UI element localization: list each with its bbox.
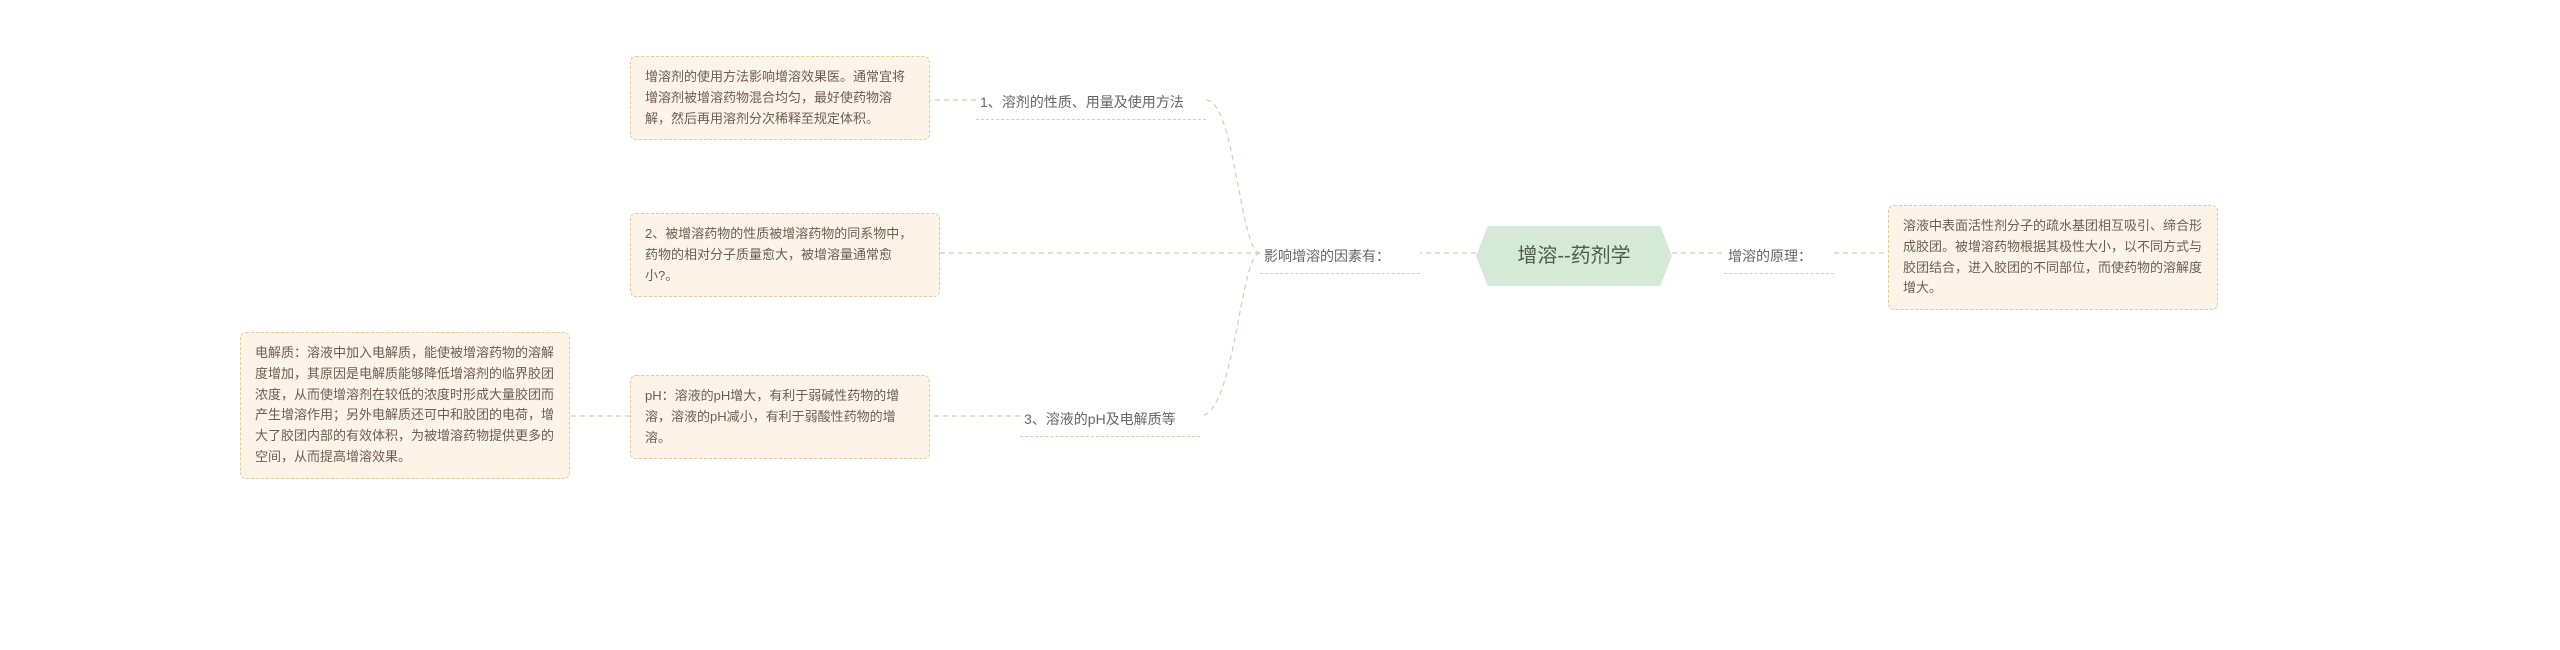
center-node: 增溶--药剂学 bbox=[1476, 226, 1672, 286]
left-branch-label: 影响增溶的因素有： bbox=[1260, 237, 1420, 274]
factor3-elec-detail: 电解质：溶液中加入电解质，能使被增溶药物的溶解度增加，其原因是电解质能够降低增溶… bbox=[240, 332, 570, 479]
right-branch-label: 增溶的原理： bbox=[1724, 237, 1834, 274]
factor1-detail: 增溶剂的使用方法影响增溶效果医。通常宜将增溶剂被增溶药物混合均匀，最好使药物溶解… bbox=[630, 56, 930, 140]
factor3-ph-detail: pH：溶液的pH增大，有利于弱碱性药物的增溶，溶液的pH减小，有利于弱酸性药物的… bbox=[630, 375, 930, 459]
connector-layer bbox=[0, 0, 2560, 650]
factor3-label: 3、溶液的pH及电解质等 bbox=[1020, 400, 1200, 437]
principle-detail: 溶液中表面活性剂分子的疏水基团相互吸引、缔合形成胶团。被增溶药物根据其极性大小，… bbox=[1888, 205, 2218, 310]
factor2-label: 2、被增溶药物的性质被增溶药物的同系物中，药物的相对分子质量愈大，被增溶量通常愈… bbox=[630, 213, 940, 297]
connector-path bbox=[1206, 100, 1260, 253]
factor1-label: 1、溶剂的性质、用量及使用方法 bbox=[976, 83, 1206, 120]
connector-path bbox=[1200, 253, 1260, 416]
